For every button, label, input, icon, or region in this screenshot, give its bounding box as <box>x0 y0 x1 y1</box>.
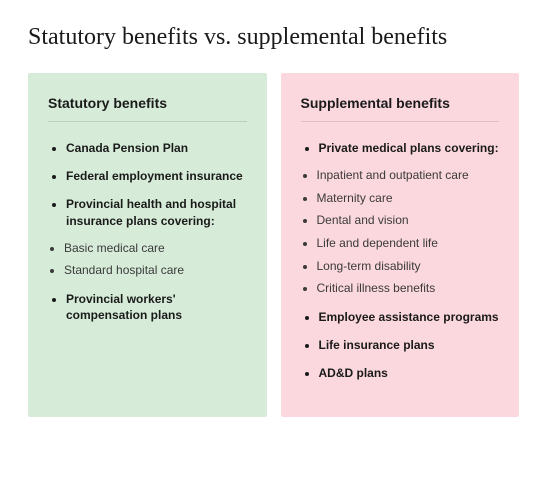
list-item-text: AD&D plans <box>319 366 388 380</box>
sub-list-item: Maternity care <box>317 191 500 207</box>
supplemental-card: Supplemental benefits Private medical pl… <box>281 73 520 417</box>
statutory-card: Statutory benefits Canada Pension Plan Fe… <box>28 73 267 417</box>
list-item: Private medical plans covering: <box>319 140 500 156</box>
statutory-list: Canada Pension Plan Federal employment in… <box>48 140 247 323</box>
sub-list-item: Basic medical care <box>64 241 247 257</box>
page-title: Statutory benefits vs. supplemental bene… <box>28 24 519 51</box>
list-item-text: Federal employment insurance <box>66 169 243 183</box>
list-item: Employee assistance programs <box>319 309 500 325</box>
list-item-text: Canada Pension Plan <box>66 141 188 155</box>
supplemental-heading: Supplemental benefits <box>301 95 500 111</box>
list-item: Life insurance plans <box>319 337 500 353</box>
supplemental-list: Private medical plans covering: Inpatient… <box>301 140 500 381</box>
sub-list-item: Inpatient and outpatient care <box>317 168 500 184</box>
sub-list-item: Long-term disability <box>317 259 500 275</box>
list-item-text: Provincial workers' compensation plans <box>66 292 182 322</box>
sub-list-item: Standard hospital care <box>64 263 247 279</box>
list-item: Provincial health and hospital insurance… <box>66 196 247 228</box>
list-item-text: Employee assistance programs <box>319 310 499 324</box>
sub-list-item: Critical illness benefits <box>317 281 500 297</box>
sub-list-item: Dental and vision <box>317 213 500 229</box>
divider <box>301 121 500 122</box>
list-item-text: Private medical plans covering: <box>319 141 499 155</box>
sub-list-item: Life and dependent life <box>317 236 500 252</box>
statutory-heading: Statutory benefits <box>48 95 247 111</box>
list-item: Canada Pension Plan <box>66 140 247 156</box>
columns-container: Statutory benefits Canada Pension Plan Fe… <box>28 73 519 417</box>
divider <box>48 121 247 122</box>
sub-list: Inpatient and outpatient care Maternity c… <box>301 168 500 297</box>
list-item-text: Provincial health and hospital insurance… <box>66 197 236 227</box>
list-item-text: Life insurance plans <box>319 338 435 352</box>
list-item: AD&D plans <box>319 365 500 381</box>
list-item: Federal employment insurance <box>66 168 247 184</box>
sub-list: Basic medical care Standard hospital care <box>48 241 247 279</box>
list-item: Provincial workers' compensation plans <box>66 291 247 323</box>
